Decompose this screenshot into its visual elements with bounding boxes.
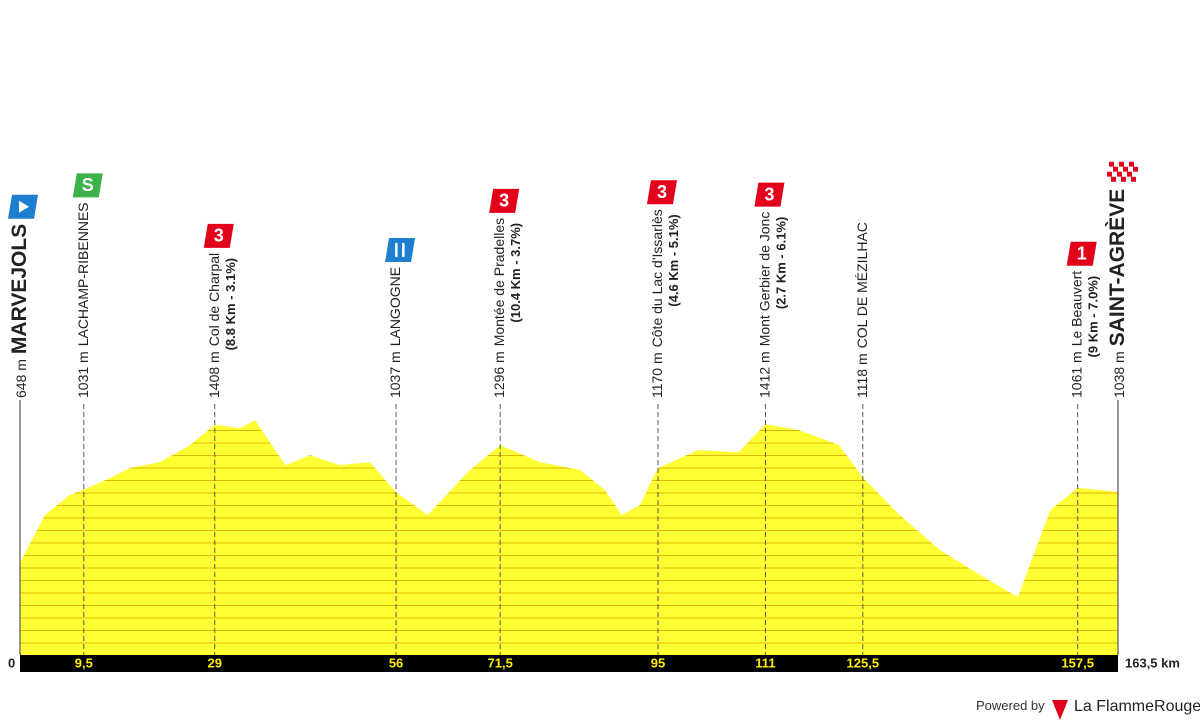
icon-text: S: [82, 175, 94, 195]
waypoint-name: LANGOGNE: [387, 267, 403, 346]
waypoint-name: MARVEJOLS: [8, 224, 31, 354]
icon-sprint: [72, 173, 103, 198]
waypoint-label: 1296 m Montée de Pradelles: [491, 218, 507, 398]
flag-cell: [1119, 161, 1124, 167]
altitude: 1031 m: [75, 351, 91, 398]
flag-cell: [1132, 171, 1137, 177]
flag-cell: [1123, 166, 1128, 172]
altitude: 1038 m: [1111, 351, 1127, 398]
waypoint-name: SAINT-AGRÈVE: [1106, 189, 1129, 347]
waypoint-label: 1408 m Col de Charpal: [206, 253, 222, 398]
icon-text: 3: [214, 226, 224, 246]
climb-detail: (9 Km - 7.0%): [1086, 276, 1101, 358]
stripes: [20, 430, 1118, 644]
elevation-area: [20, 420, 1118, 655]
finish-flag: [1106, 161, 1139, 182]
x-tick-label: 29: [208, 655, 222, 670]
waypoint-label: 1031 m LACHAMP-RIBENNES: [75, 202, 91, 398]
flag-cell: [1133, 166, 1138, 172]
altitude: 1296 m: [491, 351, 507, 398]
climb-detail: (8.8 Km - 3.1%): [223, 258, 238, 350]
icon-climb: [203, 223, 234, 248]
altitude: 1408 m: [206, 351, 222, 398]
icon-text: 3: [499, 191, 509, 211]
climb-detail: (10.4 Km - 3.7%): [508, 223, 523, 323]
flag-cell: [1109, 161, 1114, 167]
flag-cell: [1117, 171, 1122, 177]
waypoint-label: 1037 m LANGOGNE: [387, 267, 403, 398]
flag-cell: [1129, 161, 1134, 167]
flag-cell: [1111, 176, 1116, 182]
icon-text: 3: [657, 182, 667, 202]
waypoint-label: 1170 m Côte du Lac d'Issarlès: [649, 209, 665, 398]
altitude: 648 m: [13, 359, 29, 398]
altitude: 1170 m: [649, 352, 665, 398]
altitude: 1118 m: [854, 353, 870, 398]
flag-cell: [1131, 176, 1136, 182]
flag-cell: [1113, 166, 1118, 172]
waypoint-label: 1118 m COL DE MÉZILHAC: [854, 222, 870, 398]
flag-cell: [1112, 171, 1117, 177]
x-tick-label: 95: [651, 655, 665, 670]
flag-cell: [1126, 176, 1131, 182]
waypoint-label: 1038 m SAINT-AGRÈVE: [1106, 189, 1129, 398]
flag-cell: [1127, 171, 1132, 177]
logo: [1052, 700, 1068, 720]
icon-climb: [754, 182, 785, 207]
brand: La FlammeRouge: [1074, 698, 1200, 715]
waypoint-name: LACHAMP-RIBENNES: [75, 202, 91, 346]
flag-cell: [1116, 176, 1121, 182]
climb-detail: (4.6 Km - 5.1%): [666, 214, 681, 306]
climb-detail: (2.7 Km - 6.1%): [773, 217, 788, 309]
icon-climb: [1066, 241, 1097, 266]
x-tick-label: 163,5 km: [1125, 655, 1180, 670]
x-tick-label: 125,5: [847, 655, 880, 670]
waypoint-name: Côte du Lac d'Issarlès: [649, 209, 665, 347]
waypoint-label: 1061 m Le Beauvert: [1069, 271, 1085, 398]
fork: [395, 242, 398, 257]
waypoint-label: 1412 m Mont Gerbier de Jonc: [756, 212, 772, 398]
x-tick-label: 71,5: [488, 655, 513, 670]
icon-climb: [646, 180, 677, 205]
x-tick-label: 56: [389, 655, 403, 670]
flag-cell: [1121, 176, 1126, 182]
x-tick-label: 111: [755, 655, 775, 670]
knife: [402, 242, 405, 257]
flag-cell: [1118, 166, 1123, 172]
altitude: 1037 m: [387, 351, 403, 398]
icon-climb: [489, 188, 520, 213]
x-tick-label: 0: [8, 655, 15, 670]
waypoint-label: 648 m MARVEJOLS: [8, 224, 31, 398]
waypoint-name: COL DE MÉZILHAC: [854, 222, 870, 348]
flag-cell: [1106, 176, 1111, 182]
play-icon: [19, 200, 29, 213]
icon-text: 1: [1077, 244, 1087, 264]
powered-by: Powered by: [976, 698, 1045, 713]
waypoint-name: Col de Charpal: [206, 253, 222, 346]
icon-text: 3: [764, 184, 774, 204]
waypoint-name: Mont Gerbier de Jonc: [756, 212, 772, 347]
flag-cell: [1134, 161, 1139, 167]
flag-cell: [1128, 166, 1133, 172]
icon-feed: [385, 237, 416, 262]
flag-cell: [1122, 171, 1127, 177]
flag-cell: [1124, 161, 1129, 167]
flag-cell: [1108, 166, 1113, 172]
waypoint-name: Montée de Pradelles: [491, 218, 507, 346]
flag-cell: [1114, 161, 1119, 167]
x-tick-label: 157,5: [1061, 655, 1094, 670]
km-bar: [20, 655, 1118, 672]
altitude: 1061 m: [1069, 351, 1085, 398]
flag-cell: [1107, 171, 1112, 177]
altitude: 1412 m: [756, 351, 772, 398]
x-tick-label: 9,5: [75, 655, 93, 670]
waypoint-name: Le Beauvert: [1069, 271, 1085, 347]
